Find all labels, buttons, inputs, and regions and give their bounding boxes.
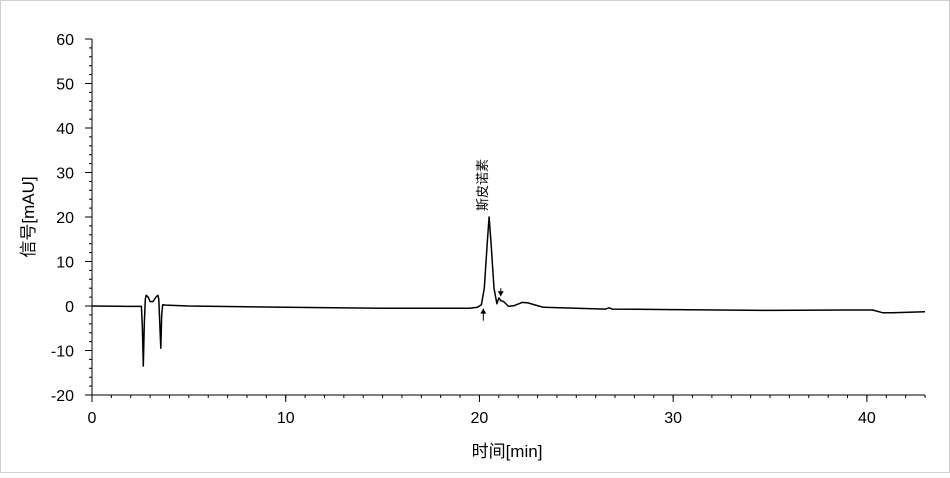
y-tick-label: 10 [56,255,74,272]
series-line [91,216,926,367]
y-tick-label: -10 [51,344,74,361]
axes: -20 -10 0 10 20 30 40 50 60 0 10 20 30 40 [51,32,926,427]
y-tick-label: 0 [65,299,74,316]
y-tick-label: 20 [56,210,74,227]
plot-area: 斯皮诺素 [91,159,926,367]
integration-marker-arrowhead [497,291,504,297]
integration-marker-arrowhead [480,308,487,314]
y-tick-label: 50 [56,77,74,94]
y-tick-label: 60 [56,32,74,49]
x-tick-label: 10 [277,410,295,427]
y-tick-label: 40 [56,121,74,138]
y-tick-label: -20 [51,388,74,405]
x-tick-label: 40 [858,410,876,427]
peak-label: 斯皮诺素 [475,159,490,211]
y-axis-label: 信号[mAU] [19,176,38,257]
y-tick-label: 30 [56,166,74,183]
x-axis-label: 时间[min] [472,442,543,461]
x-tick-label: 20 [471,410,489,427]
x-tick-label: 30 [664,410,682,427]
x-tick-label: 0 [88,410,97,427]
